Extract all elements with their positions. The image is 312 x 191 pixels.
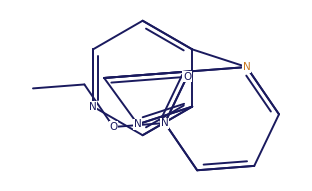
Text: N: N xyxy=(161,118,169,128)
Text: N: N xyxy=(89,102,97,112)
Text: O: O xyxy=(183,72,191,82)
Text: N: N xyxy=(134,119,142,129)
Text: O: O xyxy=(109,122,118,132)
Text: N: N xyxy=(243,62,251,72)
